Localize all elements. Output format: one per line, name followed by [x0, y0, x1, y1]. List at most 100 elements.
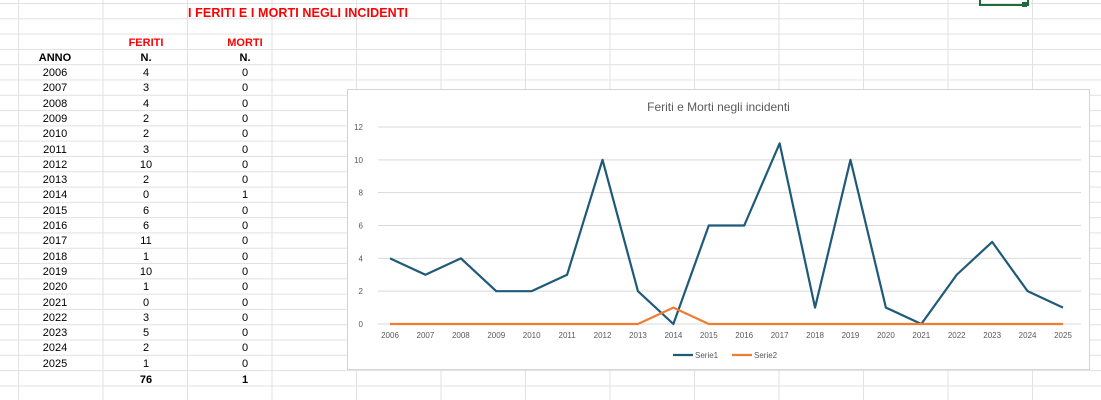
cell-feriti[interactable]: 3 — [142, 311, 150, 324]
cell-anno[interactable]: 2018 — [42, 250, 68, 263]
x-tick-label: 2017 — [771, 331, 789, 340]
x-tick-label: 2023 — [983, 331, 1001, 340]
cell-anno[interactable]: 2006 — [42, 67, 68, 79]
y-tick-label: 8 — [359, 189, 364, 198]
y-tick-label: 4 — [359, 254, 364, 263]
header-n-feriti: N. — [140, 52, 152, 64]
cell-anno[interactable]: 2009 — [42, 112, 68, 125]
x-tick-label: 2015 — [700, 331, 718, 340]
y-tick-label: 6 — [359, 222, 364, 231]
cell-feriti[interactable]: 6 — [142, 204, 150, 217]
cell-feriti[interactable]: 4 — [142, 67, 150, 79]
cell-feriti[interactable]: 1 — [142, 357, 150, 370]
cell-anno[interactable]: 2019 — [42, 265, 68, 278]
x-tick-label: 2025 — [1054, 331, 1072, 340]
fill-handle[interactable] — [1022, 2, 1027, 7]
cell-morti[interactable]: 0 — [241, 67, 249, 79]
cell-feriti[interactable]: 4 — [142, 97, 150, 110]
cell-morti[interactable]: 0 — [241, 112, 249, 125]
x-tick-label: 2024 — [1019, 331, 1037, 340]
cell-morti[interactable]: 0 — [241, 311, 249, 324]
cell-morti[interactable]: 0 — [241, 296, 249, 309]
cell-morti[interactable]: 0 — [241, 97, 249, 110]
cell-anno[interactable]: 2011 — [43, 143, 67, 156]
cell-feriti[interactable]: 2 — [142, 112, 150, 125]
cell-feriti[interactable]: 3 — [142, 143, 150, 156]
cell-morti[interactable]: 0 — [241, 342, 249, 355]
x-tick-label: 2012 — [594, 331, 612, 340]
cell-anno[interactable]: 2023 — [42, 327, 68, 340]
cell-feriti[interactable]: 10 — [139, 158, 153, 171]
header-morti: MORTI — [227, 37, 263, 49]
x-tick-label: 2010 — [523, 331, 541, 340]
x-tick-label: 2011 — [559, 331, 577, 340]
cell-feriti[interactable]: 0 — [142, 296, 150, 309]
cell-anno[interactable]: 2017 — [42, 235, 68, 248]
total-morti[interactable]: 1 — [241, 374, 249, 386]
cell-feriti[interactable]: 2 — [142, 128, 150, 141]
cell-anno[interactable]: 2025 — [42, 357, 68, 370]
cell-morti[interactable]: 0 — [241, 250, 249, 263]
y-tick-label: 12 — [354, 123, 363, 132]
cell-morti[interactable]: 0 — [241, 265, 249, 278]
sheet-title: I FERITI E I MORTI NEGLI INCIDENTI — [188, 6, 409, 20]
x-tick-label: 2009 — [487, 331, 505, 340]
cell-feriti[interactable]: 2 — [142, 174, 150, 187]
x-tick-label: 2008 — [452, 331, 470, 340]
cell-anno[interactable]: 2012 — [42, 158, 68, 171]
cell-morti[interactable]: 0 — [241, 235, 249, 248]
cell-morti[interactable]: 0 — [241, 327, 249, 340]
cell-anno[interactable]: 2024 — [42, 342, 68, 355]
x-tick-label: 2006 — [381, 331, 399, 340]
cell-morti[interactable]: 1 — [241, 189, 249, 202]
header-anno: ANNO — [38, 52, 72, 64]
header-feriti: FERITI — [128, 37, 164, 49]
cell-feriti[interactable]: 1 — [142, 250, 150, 263]
legend-label: Serie2 — [754, 351, 778, 360]
cell-anno[interactable]: 2013 — [42, 174, 68, 187]
cell-anno[interactable]: 2014 — [42, 189, 68, 202]
cell-morti[interactable]: 0 — [241, 281, 249, 294]
cell-anno[interactable]: 2022 — [42, 311, 68, 324]
x-tick-label: 2022 — [948, 331, 966, 340]
cell-anno[interactable]: 2015 — [42, 204, 68, 217]
total-feriti[interactable]: 76 — [139, 374, 153, 386]
cell-feriti[interactable]: 0 — [142, 189, 150, 202]
cell-feriti[interactable]: 10 — [139, 265, 153, 278]
cell-anno[interactable]: 2021 — [42, 296, 68, 309]
cell-morti[interactable]: 0 — [241, 174, 249, 187]
x-tick-label: 2014 — [664, 331, 682, 340]
series-line-serie2 — [390, 306, 1063, 326]
line-chart[interactable]: Feriti e Morti negli incidenti 0 2 4 6 8 10 12… — [347, 89, 1090, 370]
cell-feriti[interactable]: 11 — [140, 235, 152, 248]
cell-morti[interactable]: 0 — [241, 143, 249, 156]
cell-feriti[interactable]: 1 — [142, 281, 150, 294]
x-tick-label: 2013 — [629, 331, 647, 340]
cell-morti[interactable]: 0 — [241, 158, 249, 171]
x-tick-label: 2019 — [842, 331, 860, 340]
y-tick-label: 2 — [359, 287, 364, 296]
cell-anno[interactable]: 2008 — [42, 97, 68, 110]
cell-anno[interactable]: 2010 — [42, 128, 68, 141]
x-tick-label: 2007 — [417, 331, 435, 340]
cell-morti[interactable]: 0 — [241, 357, 249, 370]
cell-morti[interactable]: 0 — [241, 204, 249, 217]
selected-cell[interactable] — [979, 0, 1029, 6]
x-tick-label: 2016 — [735, 331, 753, 340]
cell-anno[interactable]: 2016 — [42, 220, 68, 232]
legend-label: Serie1 — [695, 351, 719, 360]
cell-anno[interactable]: 2020 — [42, 281, 68, 294]
cell-feriti[interactable]: 6 — [142, 220, 150, 232]
cell-feriti[interactable]: 3 — [142, 82, 150, 95]
cell-feriti[interactable]: 5 — [142, 327, 150, 340]
x-tick-label: 2018 — [806, 331, 824, 340]
cell-morti[interactable]: 0 — [241, 128, 249, 141]
cell-morti[interactable]: 0 — [241, 220, 249, 232]
cell-anno[interactable]: 2007 — [42, 82, 68, 95]
cell-feriti[interactable]: 2 — [142, 342, 150, 355]
header-n-morti: N. — [239, 52, 251, 64]
y-tick-label: 0 — [359, 320, 364, 329]
y-tick-label: 10 — [354, 156, 363, 165]
x-tick-label: 2021 — [912, 331, 930, 340]
cell-morti[interactable]: 0 — [241, 82, 249, 95]
